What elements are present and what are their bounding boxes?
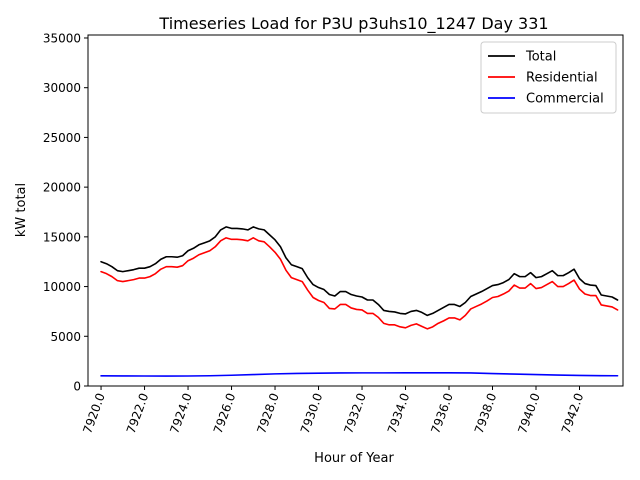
series-line-total: [100, 226, 619, 317]
y-tick-label: 25000: [43, 131, 81, 145]
legend-label-commercial: Commercial: [526, 92, 604, 107]
series-line-residential: [100, 237, 619, 330]
y-tick-label: 20000: [43, 181, 81, 195]
series-line-commercial: [100, 371, 619, 377]
y-tick-label: 30000: [43, 81, 81, 95]
legend-label-residential: Residential: [526, 71, 598, 86]
y-tick-label: 15000: [43, 230, 81, 244]
x-axis-label: Hour of Year: [314, 451, 394, 466]
legend-label-total: Total: [525, 50, 556, 65]
series-layer: [100, 226, 619, 377]
legend: Total Residential Commercial: [480, 41, 617, 114]
y-tick-label: 0: [73, 380, 81, 394]
y-tick-label: 35000: [43, 31, 81, 45]
y-axis-ticks: 0 5000 10000 15000 20000 25000 30000 35000: [43, 31, 88, 394]
chart-title: Timeseries Load for P3U p3uhs10_1247 Day…: [158, 14, 548, 34]
legend-box: [480, 41, 617, 114]
y-tick-label: 5000: [50, 330, 81, 344]
y-axis-label: kW total: [14, 183, 29, 237]
y-tick-label: 10000: [43, 280, 81, 294]
plot-frame: [87, 34, 624, 387]
